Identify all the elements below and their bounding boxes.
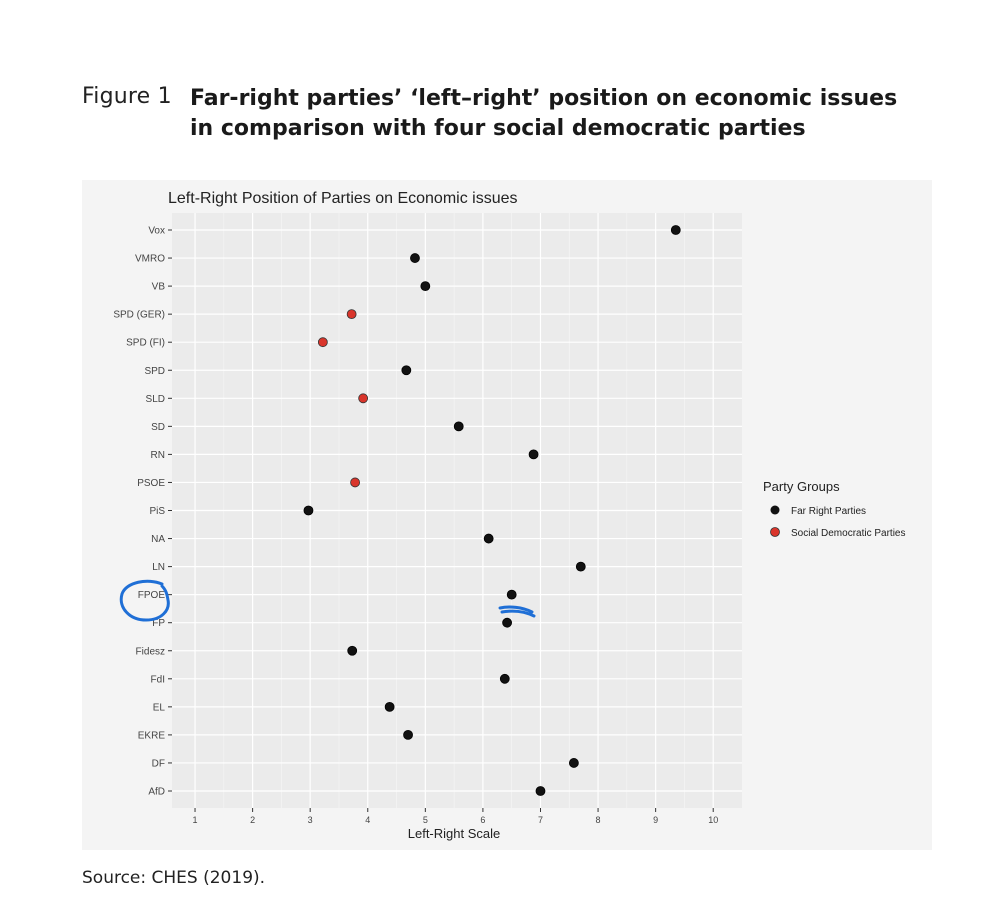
y-tick-label: RN <box>151 450 165 461</box>
data-point <box>384 701 395 712</box>
data-point <box>358 393 369 404</box>
x-tick-label: 1 <box>193 815 198 825</box>
data-point <box>499 673 510 684</box>
x-tick-label: 4 <box>365 815 370 825</box>
data-point <box>403 730 413 740</box>
legend-key-far-right <box>770 505 780 515</box>
figure-title-line-2: in comparison with four social democrati… <box>190 116 806 141</box>
y-tick-label: LN <box>152 562 165 573</box>
x-tick-label: 10 <box>708 815 718 825</box>
figure-title-line-1: Far-right parties’ ‘left–right’ position… <box>190 86 898 111</box>
y-axis: Vox VMRO VB SPD (GER) SPD (FI) SPD SLD SD RN PSOE… <box>113 226 172 798</box>
plot-title: Left-Right Position of Parties on Econom… <box>168 190 518 207</box>
legend: Party Groups Far Right Parties Social De… <box>763 479 905 539</box>
y-tick-label: AfD <box>148 787 165 798</box>
x-axis-label: Left-Right Scale <box>408 826 501 841</box>
y-tick-label: SPD <box>144 366 165 377</box>
y-tick-label: SPD (GER) <box>113 310 165 321</box>
x-tick-label: 3 <box>308 815 313 825</box>
figure-label: Figure 1 <box>82 84 172 109</box>
y-tick-label: PSOE <box>137 478 165 489</box>
y-tick-label: VMRO <box>135 254 165 265</box>
x-tick-label: 8 <box>596 815 601 825</box>
data-point <box>670 225 681 235</box>
legend-key-social-democratic <box>770 527 780 537</box>
y-tick-label: SD <box>151 422 165 433</box>
y-tick-label: FPOE <box>138 590 166 601</box>
figure-source: Source: CHES (2019). <box>82 868 266 888</box>
x-tick-label: 9 <box>653 815 658 825</box>
y-tick-label: SLD <box>146 394 165 405</box>
data-point <box>528 449 539 460</box>
y-tick-label: Fidesz <box>136 646 165 657</box>
y-tick-label: FP <box>152 618 165 629</box>
pen-annotations <box>119 579 536 622</box>
data-point <box>483 533 494 544</box>
legend-title: Party Groups <box>763 479 840 494</box>
x-tick-label: 5 <box>423 815 428 825</box>
data-point <box>347 645 358 656</box>
data-points <box>303 225 681 796</box>
y-tick-label: DF <box>152 758 165 769</box>
y-tick-label: NA <box>151 534 165 545</box>
data-point <box>401 365 412 376</box>
data-point <box>506 589 517 600</box>
data-point <box>453 421 464 432</box>
y-tick-label: VB <box>152 282 166 293</box>
data-point <box>502 617 512 628</box>
x-axis: 1 2 3 4 5 6 7 8 9 10 <box>193 808 718 825</box>
data-point <box>535 786 546 796</box>
y-tick-label: FdI <box>151 674 165 685</box>
x-tick-label: 2 <box>250 815 255 825</box>
y-tick-label: EKRE <box>138 730 166 741</box>
x-tick-label: 6 <box>480 815 485 825</box>
figure-title: Far-right parties’ ‘left–right’ position… <box>190 84 910 144</box>
y-tick-label: SPD (FI) <box>126 338 165 349</box>
y-tick-label: Vox <box>148 226 165 237</box>
data-point <box>568 758 579 768</box>
data-point <box>346 309 357 320</box>
pen-circle-around-label <box>119 579 170 622</box>
data-point <box>303 505 314 516</box>
chart-area: Left-Right Position of Parties on Econom… <box>82 180 932 850</box>
legend-label-social-democratic: Social Democratic Parties <box>791 528 905 539</box>
data-point <box>410 253 420 263</box>
chart-svg: Left-Right Position of Parties on Econom… <box>113 190 905 841</box>
x-tick-label: 7 <box>538 815 543 825</box>
data-point <box>575 561 586 572</box>
y-tick-label: PiS <box>149 506 165 517</box>
data-point <box>420 281 431 291</box>
data-point <box>350 477 360 488</box>
legend-label-far-right: Far Right Parties <box>791 506 866 517</box>
grid-major <box>172 213 742 808</box>
data-point <box>317 337 328 348</box>
pen-scribble-near-point <box>498 605 536 618</box>
y-tick-label: EL <box>153 702 166 713</box>
